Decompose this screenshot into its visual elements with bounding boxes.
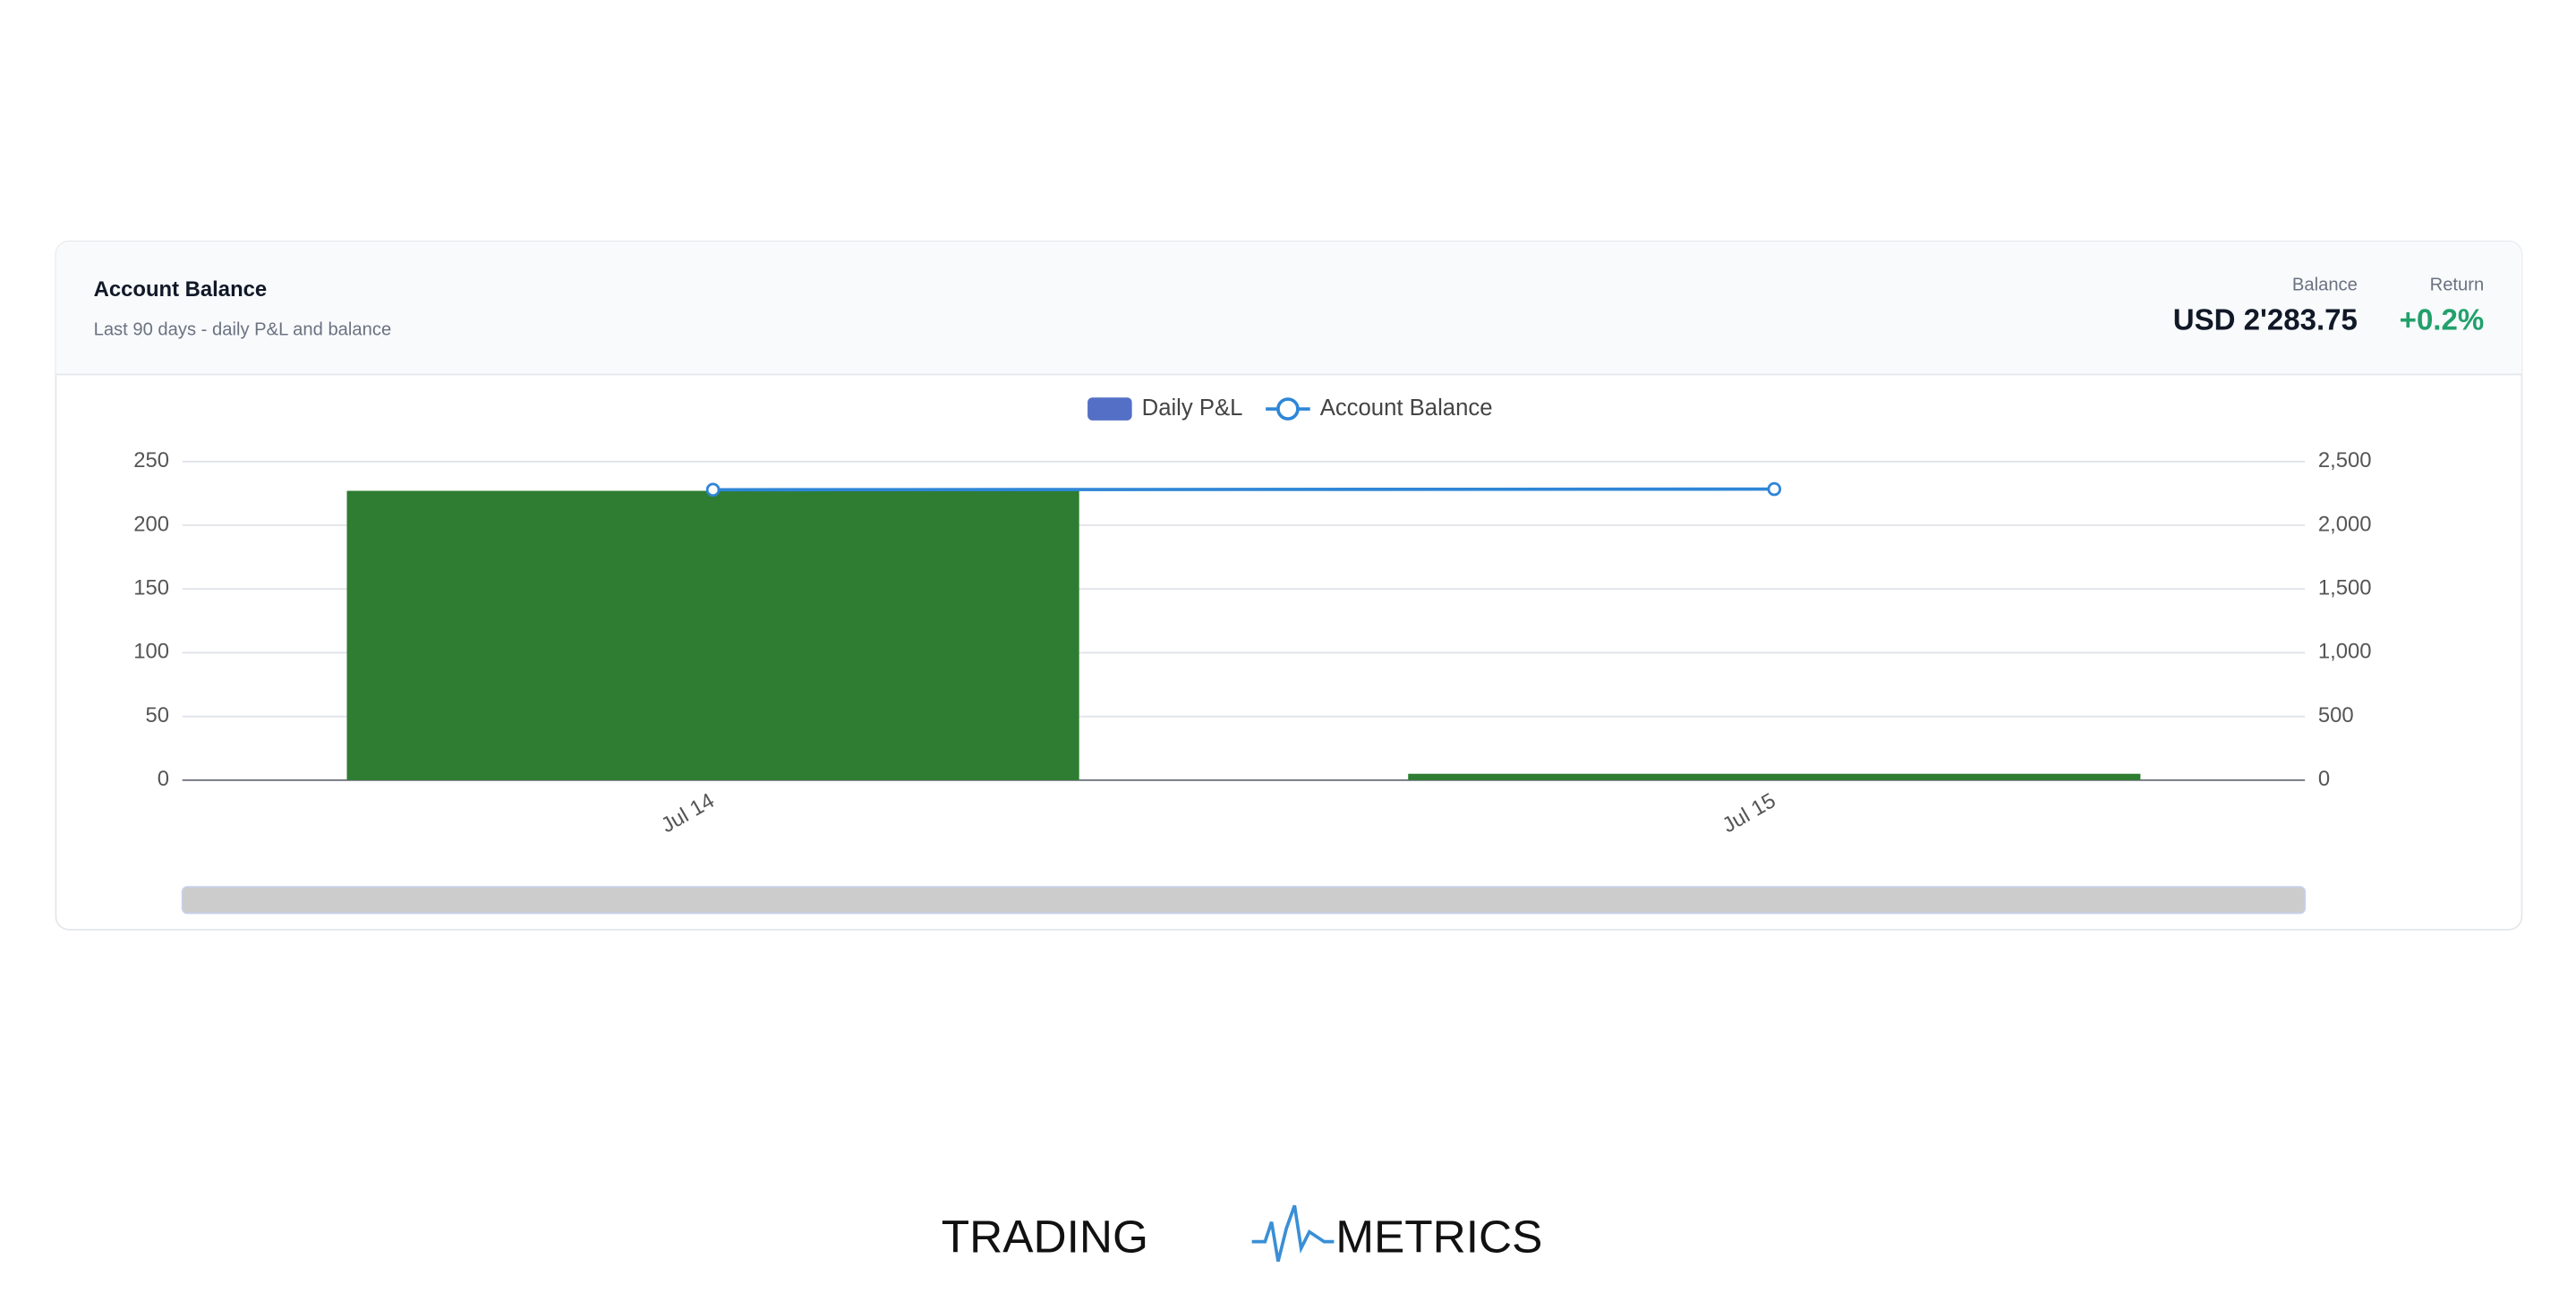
y2-tick-label: 1,000 [2318, 640, 2372, 664]
card-title: Account Balance [94, 277, 268, 302]
logo-icon [1251, 1204, 1335, 1263]
y-tick-label: 50 [146, 703, 170, 727]
stat-label: Balance [2292, 276, 2358, 295]
bar [1408, 773, 2141, 780]
y2-tick-label: 1,500 [2318, 576, 2372, 600]
legend-swatch [1276, 397, 1300, 421]
y2-tick-label: 0 [2318, 767, 2330, 791]
zoom-slider[interactable] [181, 886, 2307, 914]
bar [346, 490, 1079, 780]
legend-swatch [1088, 397, 1132, 421]
card-subtitle: Last 90 days - daily P&L and balance [94, 319, 392, 339]
line-point [1767, 481, 1782, 497]
line-point [705, 482, 721, 498]
line [712, 487, 1775, 492]
card-header [55, 241, 2522, 375]
y-tick-label: 100 [133, 640, 169, 664]
legend-label: Account Balance [1320, 396, 1493, 421]
stat-value: USD 2'283.75 [2173, 302, 2358, 336]
y2-tick-label: 500 [2318, 703, 2354, 727]
stat-value: +0.2% [2400, 302, 2485, 336]
stat-label: Return [2430, 276, 2485, 295]
logo-text: TRADING [942, 1210, 1148, 1262]
y-tick-label: 200 [133, 512, 169, 536]
y-tick-label: 150 [133, 576, 169, 600]
y2-tick-label: 2,000 [2318, 512, 2372, 536]
legend-label: Daily P&L [1142, 396, 1243, 421]
y-tick-label: 250 [133, 448, 169, 472]
y-tick-label: 0 [158, 767, 169, 791]
y2-tick-label: 2,500 [2318, 448, 2372, 472]
logo-text: METRICS [1335, 1210, 1542, 1262]
